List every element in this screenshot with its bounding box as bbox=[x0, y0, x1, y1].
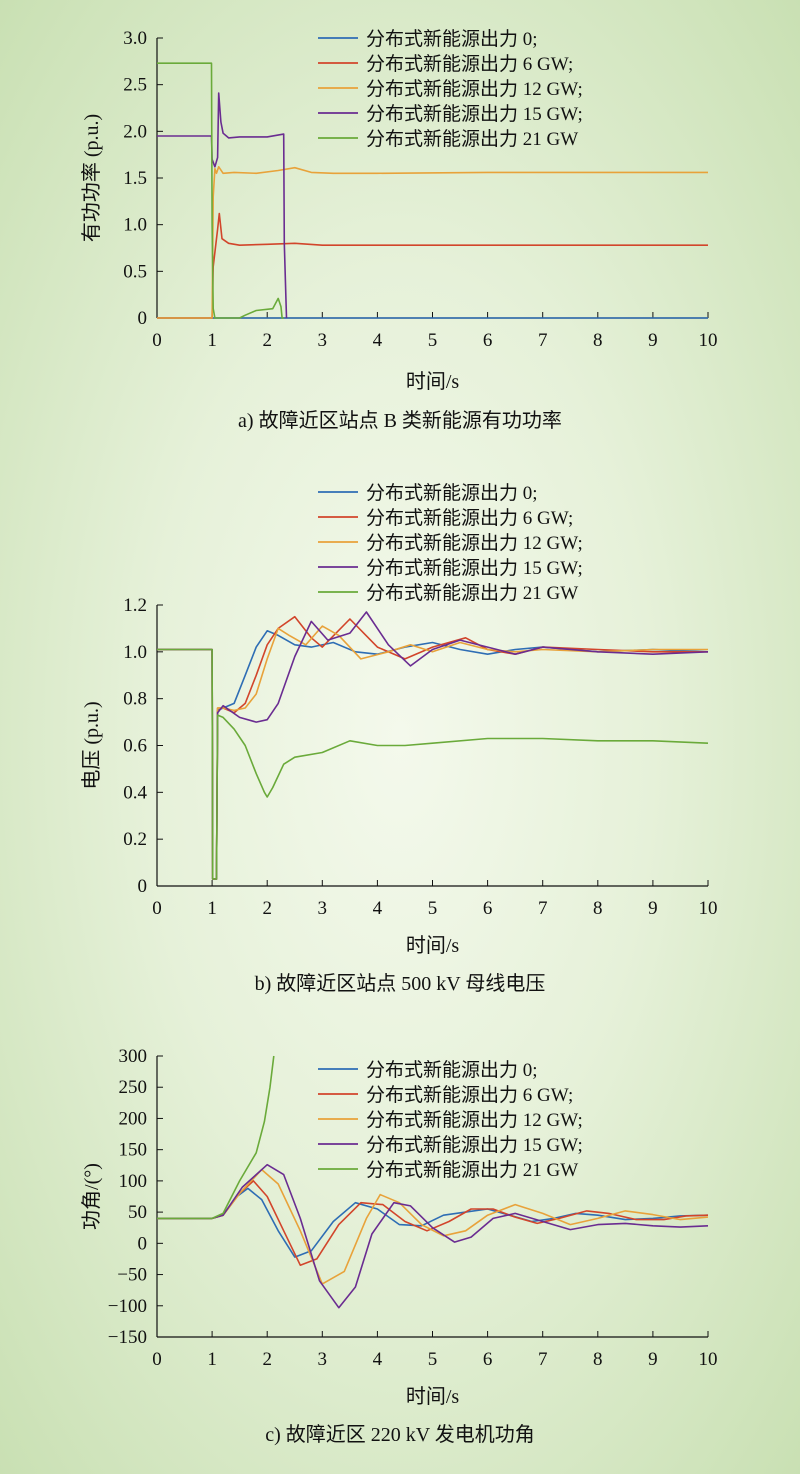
series-line-2 bbox=[157, 166, 708, 319]
x-axis-label: 时间/s bbox=[406, 934, 460, 957]
y-tick-label: 1.0 bbox=[123, 642, 147, 663]
legend-label-3: 分布式新能源出力 15 GW; bbox=[366, 103, 583, 125]
series-line-3 bbox=[157, 1163, 709, 1309]
y-tick-label: −150 bbox=[108, 1327, 147, 1348]
x-tick-label: 6 bbox=[483, 898, 493, 919]
y-tick-label: 3.0 bbox=[123, 28, 147, 49]
x-tick-label: 10 bbox=[699, 898, 718, 919]
y-tick-label: 2.5 bbox=[123, 75, 147, 96]
legend-label-4: 分布式新能源出力 21 GW bbox=[366, 128, 578, 150]
y-tick-label: 50 bbox=[128, 1202, 147, 1223]
chart-panel-b-bus-voltage: 0 1 2 3 4 5 6 7 8 9 10 0 0.2 0.4 0.6 0.8 1.0 1.2 时间/s 电压 (p… bbox=[80, 482, 718, 995]
y-tick-label: 0 bbox=[138, 308, 148, 329]
x-tick-label: 4 bbox=[373, 1349, 383, 1370]
x-tick-label: 8 bbox=[593, 1349, 603, 1370]
x-tick-label: 3 bbox=[318, 1349, 328, 1370]
y-axis-label: 功角/(°) bbox=[80, 1163, 103, 1230]
y-tick-label: −100 bbox=[108, 1296, 147, 1317]
series-line-3 bbox=[157, 92, 288, 319]
y-tick-label: 1.0 bbox=[123, 215, 147, 236]
y-tick-label: 250 bbox=[119, 1077, 148, 1098]
x-axis-label: 时间/s bbox=[406, 370, 460, 393]
y-tick-label: 300 bbox=[119, 1046, 148, 1067]
x-tick-label: 7 bbox=[538, 1349, 548, 1370]
x-tick-label: 9 bbox=[648, 898, 658, 919]
x-tick-label: 9 bbox=[648, 330, 658, 351]
x-tick-label: 1 bbox=[207, 1349, 217, 1370]
y-tick-label: 2.0 bbox=[123, 121, 147, 142]
x-tick-label: 7 bbox=[538, 330, 548, 351]
x-tick-label: 5 bbox=[428, 330, 438, 351]
y-axis-label: 有功功率 (p.u.) bbox=[80, 114, 103, 242]
series-line-1 bbox=[157, 615, 708, 880]
legend-label-0: 分布式新能源出力 0; bbox=[366, 482, 538, 504]
series-line-1 bbox=[157, 1180, 709, 1266]
x-tick-label: 0 bbox=[152, 330, 162, 351]
series-line-4 bbox=[157, 648, 709, 880]
series-line-3 bbox=[157, 611, 709, 880]
legend-label-2: 分布式新能源出力 12 GW; bbox=[366, 532, 583, 554]
legend-label-3: 分布式新能源出力 15 GW; bbox=[366, 557, 583, 579]
series-line-2 bbox=[157, 625, 708, 880]
y-tick-label: 0.8 bbox=[123, 689, 147, 710]
y-tick-label: 150 bbox=[119, 1140, 148, 1161]
legend-label-2: 分布式新能源出力 12 GW; bbox=[366, 1109, 583, 1131]
y-tick-label: 1.5 bbox=[123, 168, 147, 189]
chart-caption: a) 故障近区站点 B 类新能源有功功率 bbox=[238, 409, 562, 432]
x-tick-label: 10 bbox=[699, 1349, 718, 1370]
x-tick-label: 2 bbox=[262, 330, 272, 351]
legend-label-1: 分布式新能源出力 6 GW; bbox=[366, 507, 573, 529]
x-tick-label: 10 bbox=[699, 330, 718, 351]
x-tick-label: 6 bbox=[483, 330, 493, 351]
series-line-0 bbox=[157, 630, 709, 880]
x-tick-label: 1 bbox=[207, 898, 217, 919]
legend-label-1: 分布式新能源出力 6 GW; bbox=[366, 1084, 573, 1106]
x-tick-label: 1 bbox=[207, 330, 217, 351]
x-tick-label: 6 bbox=[483, 1349, 493, 1370]
x-tick-label: 2 bbox=[262, 1349, 272, 1370]
x-tick-label: 4 bbox=[373, 898, 383, 919]
chart-panel-a-active-power: 0 1 2 3 4 5 6 7 8 9 10 0 0.5 1.0 1.5 2.0 2.5 3.0 时间/s 有功功率 … bbox=[80, 28, 718, 432]
x-tick-label: 0 bbox=[152, 1349, 162, 1370]
series-line-0 bbox=[157, 1187, 709, 1258]
series-line-1 bbox=[157, 212, 708, 319]
x-tick-label: 0 bbox=[152, 898, 162, 919]
y-axis-label: 电压 (p.u.) bbox=[80, 701, 103, 789]
y-tick-label: 1.2 bbox=[123, 595, 147, 616]
x-tick-label: 7 bbox=[538, 898, 548, 919]
x-tick-label: 9 bbox=[648, 1349, 658, 1370]
legend-label-0: 分布式新能源出力 0; bbox=[366, 28, 538, 50]
legend-label-2: 分布式新能源出力 12 GW; bbox=[366, 78, 583, 100]
chart-caption: b) 故障近区站点 500 kV 母线电压 bbox=[255, 972, 546, 995]
legend-label-4: 分布式新能源出力 21 GW bbox=[366, 582, 578, 604]
x-axis-label: 时间/s bbox=[406, 1385, 460, 1408]
x-tick-label: 5 bbox=[428, 1349, 438, 1370]
x-tick-label: 3 bbox=[318, 898, 328, 919]
y-tick-label: 0 bbox=[138, 1233, 148, 1254]
y-tick-label: 0.2 bbox=[123, 829, 147, 850]
y-tick-label: 0.5 bbox=[123, 261, 147, 282]
chart-caption: c) 故障近区 220 kV 发电机功角 bbox=[265, 1423, 535, 1446]
y-tick-label: 0.6 bbox=[123, 736, 147, 757]
legend-label-0: 分布式新能源出力 0; bbox=[366, 1059, 538, 1081]
y-tick-label: 0.4 bbox=[123, 782, 147, 803]
series-line-4 bbox=[157, 1055, 275, 1220]
x-tick-label: 3 bbox=[318, 330, 328, 351]
legend-label-4: 分布式新能源出力 21 GW bbox=[366, 1159, 578, 1181]
x-tick-label: 5 bbox=[428, 898, 438, 919]
series-line-4 bbox=[157, 62, 284, 319]
x-tick-label: 2 bbox=[262, 898, 272, 919]
y-tick-label: 0 bbox=[138, 876, 148, 897]
x-tick-label: 8 bbox=[593, 330, 603, 351]
legend-label-3: 分布式新能源出力 15 GW; bbox=[366, 1134, 583, 1156]
y-tick-label: 200 bbox=[119, 1108, 148, 1129]
y-tick-label: 100 bbox=[119, 1171, 148, 1192]
y-tick-label: −50 bbox=[117, 1265, 147, 1286]
legend-label-1: 分布式新能源出力 6 GW; bbox=[366, 53, 573, 75]
chart-panel-c-power-angle: 0 1 2 3 4 5 6 7 8 9 10 −150 −100 −50 0 50 100 150 200 250 30… bbox=[80, 1046, 718, 1446]
x-tick-label: 4 bbox=[373, 330, 383, 351]
x-tick-label: 8 bbox=[593, 898, 603, 919]
